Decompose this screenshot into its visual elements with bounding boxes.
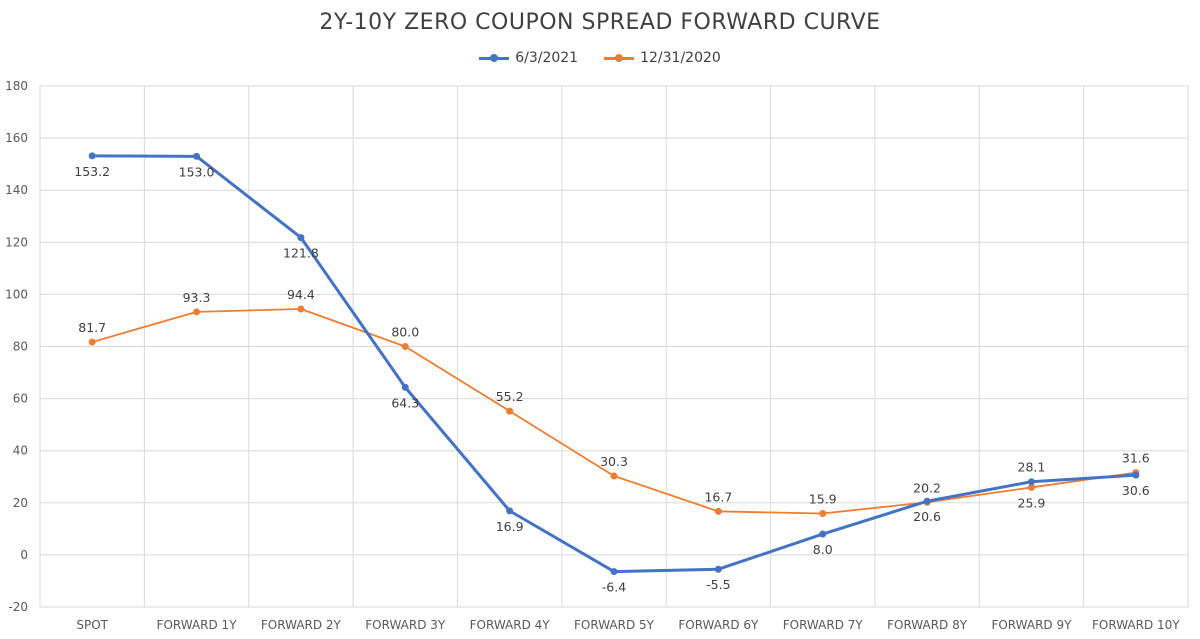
data-label-series-2: 31.6 — [1122, 451, 1150, 466]
data-label-series-1: 16.9 — [496, 519, 524, 534]
data-label-series-2: 25.9 — [1018, 495, 1046, 510]
data-point-series-1 — [1132, 471, 1140, 479]
data-label-series-1: 64.3 — [391, 395, 419, 410]
data-point-series-1 — [1027, 478, 1035, 486]
data-point-series-2 — [506, 407, 514, 415]
y-tick-label: 140 — [5, 183, 28, 197]
x-tick-label: FORWARD 3Y — [365, 618, 446, 632]
data-label-series-2: 93.3 — [183, 290, 211, 305]
data-point-series-2 — [401, 343, 409, 350]
data-point-series-1 — [506, 507, 514, 515]
data-point-series-1 — [88, 152, 96, 160]
y-tick-label: 160 — [5, 131, 28, 145]
chart-title: 2Y-10Y ZERO COUPON SPREAD FORWARD CURVE — [319, 10, 881, 35]
data-label-series-1: 20.6 — [913, 509, 941, 524]
data-point-series-2 — [819, 509, 827, 517]
y-tick-label: 20 — [13, 496, 28, 510]
y-tick-label: 120 — [5, 235, 28, 249]
data-label-series-2: 80.0 — [391, 325, 419, 340]
legend-swatch-series-1 — [479, 52, 510, 64]
data-point-series-2 — [297, 305, 305, 313]
data-label-series-2: 15.9 — [809, 491, 837, 506]
data-point-series-1 — [193, 152, 201, 160]
data-point-series-1 — [297, 234, 305, 242]
legend-label-series-1: 6/3/2021 — [515, 50, 579, 66]
data-label-series-2: 16.7 — [704, 489, 732, 504]
x-tick-label: FORWARD 9Y — [991, 618, 1072, 632]
x-tick-label: FORWARD 10Y — [1092, 618, 1180, 632]
data-point-series-2 — [714, 507, 722, 515]
x-tick-label: FORWARD 4Y — [470, 618, 551, 632]
y-tick-label: 80 — [13, 340, 28, 354]
x-tick-label: FORWARD 5Y — [574, 618, 655, 632]
data-label-series-2: 81.7 — [78, 320, 106, 335]
data-point-series-1 — [714, 565, 722, 573]
data-point-series-2 — [1027, 483, 1035, 491]
legend-swatch-series-2 — [604, 52, 635, 64]
x-tick-label: FORWARD 1Y — [157, 618, 238, 632]
data-label-series-1: -5.5 — [706, 577, 730, 592]
legend-item-series-2: 12/31/2020 — [604, 50, 721, 66]
x-tick-label: FORWARD 2Y — [261, 618, 342, 632]
y-tick-label: 100 — [5, 287, 28, 301]
y-tick-label: 60 — [13, 392, 28, 406]
x-tick-label: SPOT — [76, 618, 108, 632]
data-label-series-1: -6.4 — [602, 580, 626, 595]
data-label-series-2: 20.2 — [913, 480, 941, 495]
legend-item-series-1: 6/3/2021 — [479, 50, 578, 66]
data-label-series-2: 55.2 — [496, 389, 524, 404]
data-label-series-1: 8.0 — [813, 542, 833, 557]
data-point-series-1 — [923, 497, 931, 505]
data-point-series-2 — [610, 472, 618, 480]
legend-label-series-2: 12/31/2020 — [640, 50, 721, 66]
x-tick-label: FORWARD 8Y — [887, 618, 968, 632]
legend: 6/3/2021 12/31/2020 — [0, 50, 1200, 66]
data-label-series-1: 121.8 — [283, 246, 319, 261]
data-point-series-1 — [401, 383, 409, 391]
y-tick-label: 180 — [5, 79, 28, 93]
x-tick-label: FORWARD 6Y — [678, 618, 759, 632]
data-point-series-1 — [610, 568, 618, 576]
data-label-series-2: 30.3 — [600, 454, 628, 469]
data-point-series-2 — [88, 338, 96, 346]
data-label-series-1: 153.2 — [74, 164, 110, 179]
data-label-series-1: 28.1 — [1018, 460, 1046, 475]
x-tick-label: FORWARD 7Y — [783, 618, 864, 632]
data-label-series-2: 94.4 — [287, 287, 315, 302]
y-tick-label: 0 — [20, 548, 28, 562]
data-label-series-1: 153.0 — [179, 164, 215, 179]
data-point-series-2 — [193, 308, 201, 316]
data-point-series-1 — [819, 530, 827, 538]
y-tick-label: 40 — [13, 444, 28, 458]
data-label-series-1: 30.6 — [1122, 483, 1150, 498]
y-tick-label: -20 — [8, 600, 28, 614]
